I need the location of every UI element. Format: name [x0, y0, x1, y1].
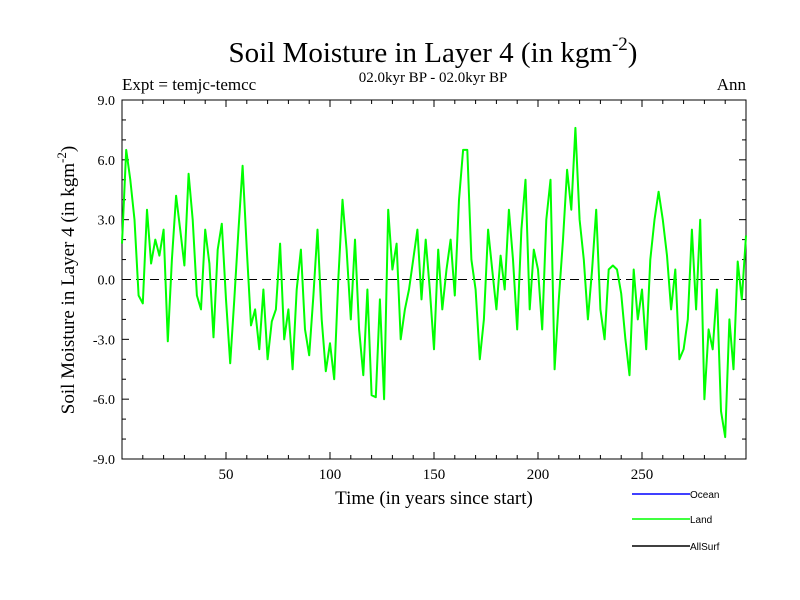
y-axis-label-sup: -2 — [54, 152, 69, 163]
subtitle-left: Expt = temjc-temcc — [122, 75, 257, 94]
legend-label-land: Land — [690, 515, 712, 526]
chart-title-sup: -2 — [612, 34, 628, 55]
chart-title: Soil Moisture in Layer 4 (in kgm-2) — [229, 34, 638, 69]
y-tick-label: -3.0 — [93, 333, 115, 348]
y-tick-label: -6.0 — [93, 393, 115, 408]
chart-title-main: Soil Moisture in Layer 4 (in kgm — [229, 37, 613, 69]
legend-label-ocean: Ocean — [690, 490, 719, 501]
legend-label-allsurf: AllSurf — [690, 542, 720, 553]
axis-ticks — [122, 100, 746, 459]
y-tick-label: 6.0 — [98, 154, 116, 169]
y-axis-label-main: Soil Moisture in Layer 4 (in kgm — [58, 163, 79, 414]
y-axis-label-close: ) — [58, 146, 79, 152]
y-tick-label: 9.0 — [98, 94, 116, 109]
chart-title-close: ) — [628, 37, 638, 69]
y-axis-label: Soil Moisture in Layer 4 (in kgm-2) — [54, 146, 79, 414]
x-tick-label: 200 — [527, 467, 550, 483]
y-tick-label: -9.0 — [93, 453, 115, 468]
x-axis-label: Time (in years since start) — [335, 488, 533, 509]
legend: Ocean Land AllSurf — [632, 490, 720, 553]
y-tick-labels: -9.0 -6.0 -3.0 0.0 3.0 6.0 9.0 — [93, 94, 115, 468]
series-line-land — [121, 126, 747, 439]
subtitle-right: Ann — [717, 75, 747, 94]
x-tick-label: 150 — [423, 467, 446, 483]
x-tick-label: 100 — [319, 467, 342, 483]
y-tick-label: 3.0 — [98, 214, 116, 229]
x-tick-labels: 50 100 150 200 250 — [219, 467, 654, 483]
x-tick-label: 250 — [631, 467, 654, 483]
subtitle-center: 02.0kyr BP - 02.0kyr BP — [359, 70, 508, 86]
x-tick-label: 50 — [219, 467, 234, 483]
y-tick-label: 0.0 — [98, 274, 116, 289]
